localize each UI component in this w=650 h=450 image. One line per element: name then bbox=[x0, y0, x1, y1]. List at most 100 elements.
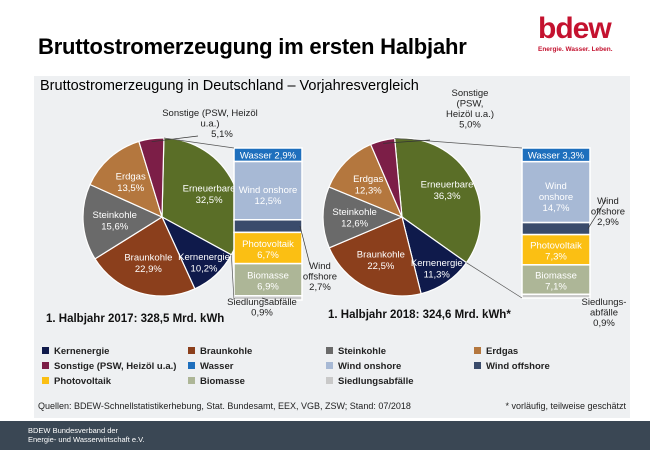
bar-segment-wind-offshore bbox=[233, 219, 303, 234]
connector-line bbox=[394, 137, 523, 149]
chart-panel: Bruttostromerzeugung in Deutschland – Vo… bbox=[34, 76, 630, 418]
bdew-logo: bdew Energie. Wasser. Leben. bbox=[538, 12, 638, 54]
legend-swatch-siedlungsabfaelle bbox=[326, 377, 333, 384]
bar-value: 6,9% bbox=[257, 282, 279, 293]
slice-label: Braunkohle bbox=[124, 252, 172, 263]
slice-label: Steinkohle bbox=[332, 207, 376, 218]
slice-label: Erdgas bbox=[116, 171, 146, 182]
bar-value: 2,9% bbox=[597, 217, 619, 228]
legend-label: Wind onshore bbox=[338, 361, 401, 372]
slice-label: Sonstige (PSW, Heizöl bbox=[162, 108, 258, 119]
legend-swatch-biomasse bbox=[188, 377, 195, 384]
slice-value: 5,1% bbox=[211, 129, 233, 140]
slice-value: 5,0% bbox=[459, 120, 481, 131]
leader-line bbox=[587, 199, 607, 229]
legend-swatch-photovoltaik bbox=[42, 377, 49, 384]
chart-title: 1. Halbjahr 2017: 328,5 Mrd. kWh bbox=[46, 313, 224, 325]
legend-label: Wind offshore bbox=[486, 361, 550, 372]
slice-value: 13,5% bbox=[117, 183, 144, 194]
charts-svg: Erneuerbare32,5%Kernenergie10,2%Braunkoh… bbox=[38, 88, 627, 411]
connector-line bbox=[163, 137, 235, 149]
bar-label: Wasser 3,3% bbox=[528, 150, 585, 161]
chart-subtitle: Bruttostromerzeugung in Deutschland – Vo… bbox=[40, 78, 419, 94]
bar-segment-wind-onshore bbox=[233, 160, 303, 221]
legend-label: Biomasse bbox=[200, 376, 245, 387]
legend-swatch-braunkohle bbox=[188, 347, 195, 354]
connector-line bbox=[466, 262, 523, 299]
legend-label: Steinkohle bbox=[338, 346, 386, 357]
footnote: * vorläufig, teilweise geschätzt bbox=[505, 401, 626, 411]
legend-label: Siedlungsabfälle bbox=[338, 376, 414, 387]
bar-segment-biomasse bbox=[233, 262, 303, 297]
slice-label: Erneuerbare bbox=[421, 179, 474, 190]
pie-slice-erdgas bbox=[89, 140, 163, 219]
bar-label: Wind bbox=[309, 261, 331, 272]
pie-slice-steinkohle bbox=[322, 186, 404, 249]
slice-label: Kernenergie bbox=[411, 258, 463, 269]
leader-line bbox=[261, 297, 269, 301]
bar-label: offshore bbox=[591, 207, 625, 218]
slice-value: 32,5% bbox=[196, 195, 223, 206]
bar-segment-wind-offshore bbox=[521, 221, 591, 236]
slice-value: 22,5% bbox=[367, 261, 394, 272]
slice-value: 22,9% bbox=[135, 264, 162, 275]
bar-label: Biomasse bbox=[535, 271, 577, 282]
bar-value: 0,9% bbox=[251, 308, 273, 319]
slice-value: 11,3% bbox=[424, 269, 451, 280]
slice-value: 10,2% bbox=[191, 264, 218, 275]
logo-wordmark: bdew bbox=[538, 12, 612, 45]
pie-slice-erneuerbare bbox=[393, 137, 482, 264]
bar-label: Wasser 2,9% bbox=[240, 150, 297, 161]
bar-label: offshore bbox=[303, 272, 337, 283]
slice-value: 12,6% bbox=[341, 219, 368, 230]
legend-swatch-wasser bbox=[188, 362, 195, 369]
bar-value: 0,9% bbox=[593, 318, 615, 329]
slice-label: (PSW, bbox=[457, 99, 484, 110]
legend-label: Erdgas bbox=[486, 346, 518, 357]
slice-label: Erneuerbare bbox=[183, 183, 236, 194]
legend-label: Braunkohle bbox=[200, 346, 252, 357]
logo-tagline: Energie. Wasser. Leben. bbox=[538, 46, 613, 53]
bar-label: abfälle bbox=[590, 308, 618, 319]
bar-label: Photovoltaik bbox=[530, 241, 582, 252]
pie-slice-erdgas bbox=[328, 143, 404, 219]
chart-title: 1. Halbjahr 2018: 324,6 Mrd. kWh* bbox=[328, 309, 511, 321]
slice-label: Kernenergie bbox=[178, 252, 230, 263]
legend-swatch-sonstige bbox=[42, 362, 49, 369]
slice-label: Erdgas bbox=[353, 174, 383, 185]
legend-label: Wasser bbox=[200, 361, 234, 372]
slice-label: Steinkohle bbox=[93, 210, 137, 221]
bar-value: 7,1% bbox=[545, 282, 567, 293]
bar-label: onshore bbox=[539, 192, 573, 203]
slice-label: Sonstige bbox=[452, 88, 489, 99]
slice-value: 15,6% bbox=[101, 222, 128, 233]
footer-bar: BDEW Bundesverband der Energie- und Wass… bbox=[0, 421, 650, 450]
footer-line-1: BDEW Bundesverband der bbox=[28, 426, 119, 435]
pie-slice-sonstige bbox=[369, 137, 403, 218]
legend-label: Kernenergie bbox=[54, 346, 109, 357]
page-title: Bruttostromerzeugung im ersten Halbjahr bbox=[38, 34, 467, 59]
bar-segment-siedlungsabfaelle bbox=[521, 293, 591, 299]
slice-label: Heizöl u.a.) bbox=[446, 109, 494, 120]
legend-swatch-steinkohle bbox=[326, 347, 333, 354]
legend-swatch-kernenergie bbox=[42, 347, 49, 354]
leader-line bbox=[151, 135, 199, 143]
legend-label: Sonstige (PSW, Heizöl u.a.) bbox=[54, 361, 176, 372]
legend-label: Photovoltaik bbox=[54, 376, 112, 387]
bar-segment-wind-onshore bbox=[521, 160, 591, 224]
bar-value: 7,3% bbox=[545, 252, 567, 263]
slice-label: Braunkohle bbox=[357, 249, 405, 260]
legend-swatch-erdgas bbox=[474, 347, 481, 354]
bar-value: 2,7% bbox=[309, 282, 331, 293]
sources-note: Quellen: BDEW-Schnellstatistikerhebung, … bbox=[38, 401, 411, 411]
leader-line bbox=[299, 226, 311, 266]
bar-value: 6,7% bbox=[257, 250, 279, 261]
slice-label: u.a.) bbox=[200, 119, 219, 130]
bar-label: Wind onshore bbox=[239, 185, 298, 196]
legend-swatch-wind-onshore bbox=[326, 362, 333, 369]
bar-segment-photovoltaik bbox=[233, 231, 303, 265]
pie-slice-sonstige bbox=[138, 137, 165, 218]
footer-line-2: Energie- und Wasserwirtschaft e.V. bbox=[28, 435, 145, 444]
slice-value: 36,3% bbox=[434, 191, 461, 202]
bar-label: Siedlungs- bbox=[582, 297, 627, 308]
